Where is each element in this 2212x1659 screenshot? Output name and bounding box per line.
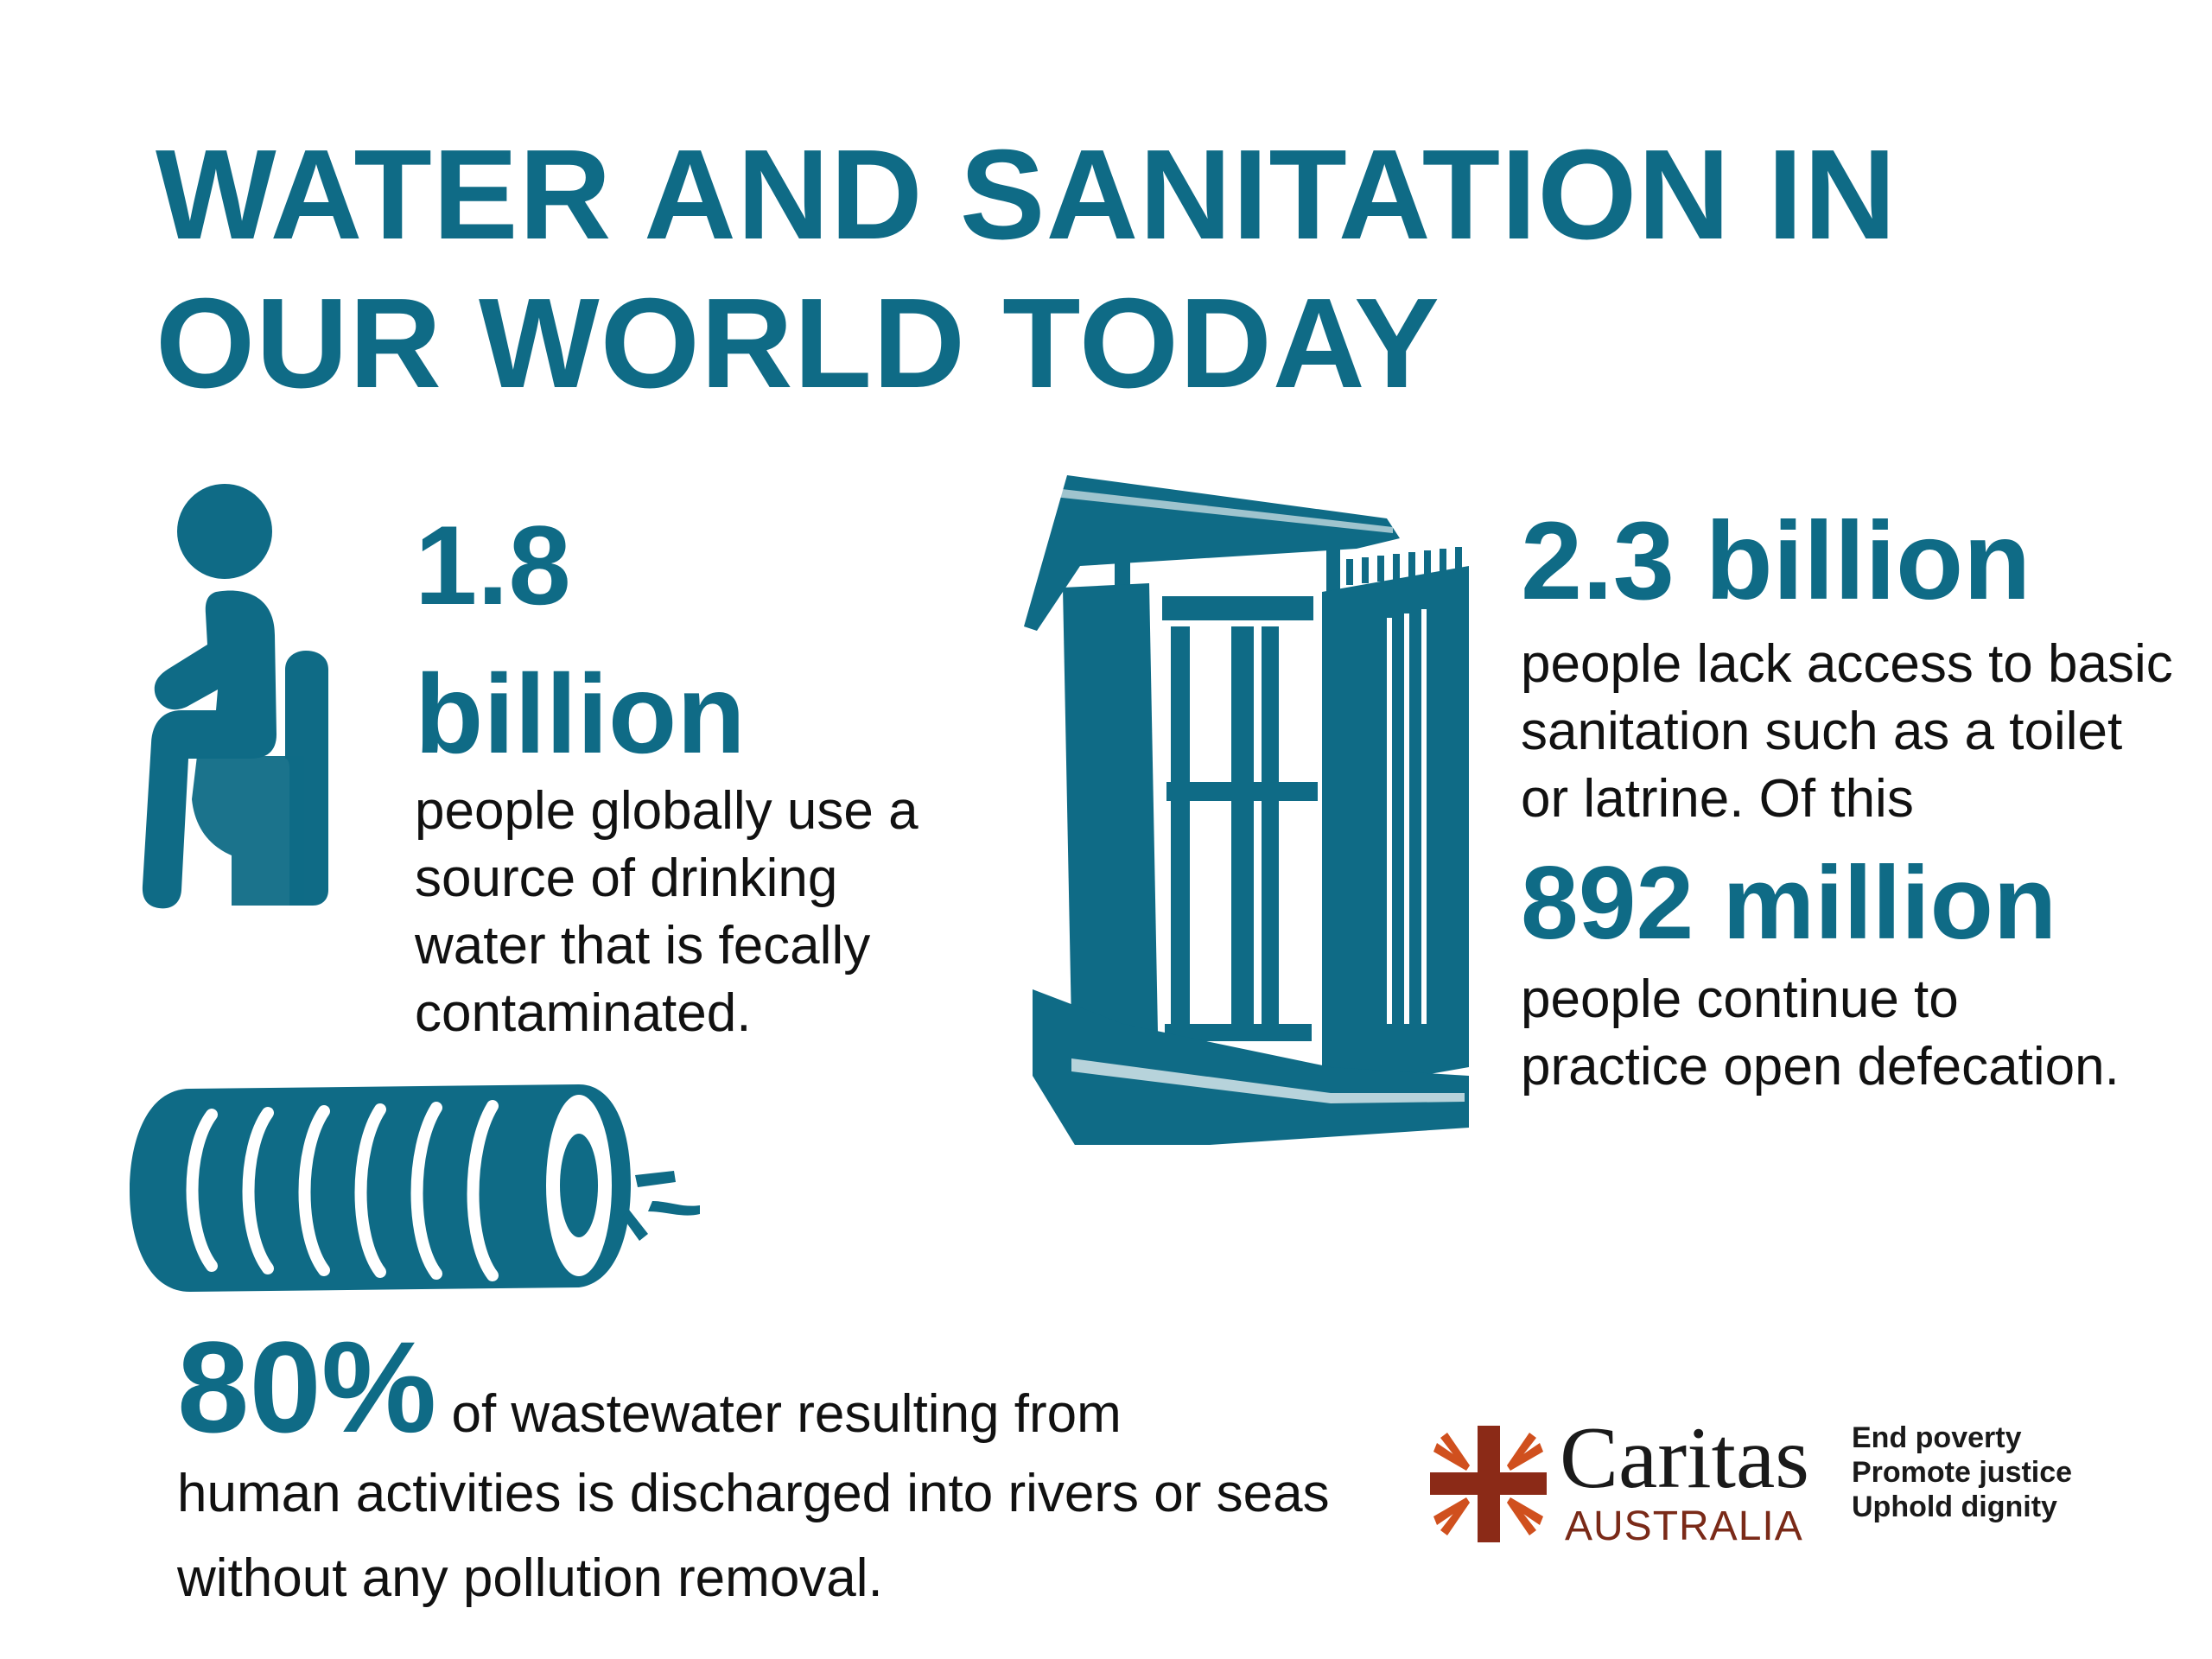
pipe-icon (130, 1084, 700, 1292)
tagline-3: Uphold dignity (1852, 1491, 2057, 1523)
stat1-number-line1: 1.8 (415, 502, 571, 628)
latrine-icon (1024, 475, 1469, 1145)
caritas-cross-icon (1430, 1426, 1547, 1542)
toilet-person-icon (142, 484, 328, 909)
stat2b-number: 892 million (1521, 845, 2057, 961)
caritas-logo: Caritas AUSTRALIA End poverty Promote ju… (1430, 1412, 2121, 1555)
logo-name: Caritas (1560, 1409, 1809, 1507)
stat1-number: 1.8 billion (415, 491, 746, 788)
page-title: WATER AND SANITATION IN OUR WORLD TODAY (156, 121, 1970, 418)
stat3-number: 80% (177, 1314, 437, 1459)
stat3-text-line1: of wastewater resulting from (436, 1384, 1122, 1444)
title-line-2: OUR WORLD TODAY (156, 272, 1440, 415)
logo-tagline: End poverty Promote justice Uphold digni… (1852, 1421, 2072, 1524)
tagline-2: Promote justice (1852, 1456, 2073, 1489)
stat2-number: 2.3 billion (1521, 499, 2031, 623)
stat2-description: people lack access to basic sanitation s… (1521, 634, 2173, 829)
tagline-1: End poverty (1852, 1421, 2022, 1454)
stat1-description: people globally use a source of drinking… (415, 781, 918, 1043)
stat3: 80% of wastewater resulting from human a… (177, 1322, 1387, 1621)
title-line-1: WATER AND SANITATION IN (156, 124, 1897, 266)
stat2b-description: people continue to practice open defecat… (1521, 969, 2120, 1096)
stat3-text-rest: human activities is discharged into rive… (177, 1464, 1330, 1608)
logo-subtitle: AUSTRALIA (1565, 1503, 1803, 1549)
stat1-number-line2: billion (415, 651, 746, 777)
